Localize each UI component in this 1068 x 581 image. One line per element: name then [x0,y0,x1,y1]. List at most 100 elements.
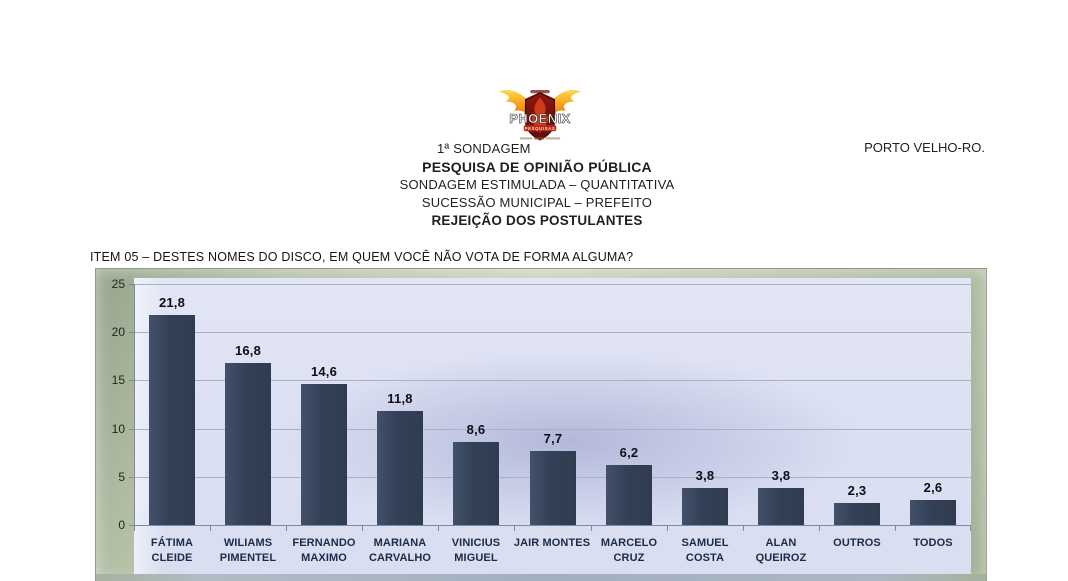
category-label: MARIANA CARVALHO [357,536,443,565]
bar [301,384,347,525]
category-label-line: MARCELO [600,537,658,549]
category-label-line: VINICIUS [451,537,501,549]
report-subtitle-topic: REJEIÇÃO DOS POSTULANTES [431,213,643,228]
x-axis-tick [210,526,211,531]
chart-frame-bottom-edge [96,574,986,581]
category-label-line: COSTA [685,551,725,564]
x-axis-tick [514,526,515,531]
y-axis-tick [129,525,134,526]
category-label: MARCELO CRUZ [586,536,672,565]
bar-value-label: 3,8 [695,468,715,483]
logo-title: PHOENIX [509,111,571,126]
category-label-line: MARIANA [373,537,427,549]
bar-value-label: 8,6 [466,422,486,437]
x-axis-line [134,525,971,526]
bar-value-label: 6,2 [619,445,639,460]
category-label: JAIR MONTES [509,536,595,551]
bar-value-label: 21,8 [158,295,186,310]
category-label: TODOS [890,536,976,551]
gridline [134,332,971,333]
bar-value-label: 2,6 [923,480,943,495]
category-label-line: MIGUEL [454,551,498,564]
phoenix-bird-icon [531,97,549,134]
category-label-line: SAMUEL [681,537,729,549]
chart-frame: 0 5 10 15 20 25 21,8 FÁTIMA CLEIDE 16,8 WILIAMS PI… [95,268,987,581]
bar [758,488,804,525]
logo-fine-print [519,137,561,140]
gridline [134,380,971,381]
phoenix-logo: PHOENIX PESQUISAS [494,83,586,143]
logo-top-ribbon [530,90,550,94]
category-label-line: FERNANDO [292,537,356,549]
report-subtitle-methodology: SONDAGEM ESTIMULADA – QUANTITATIVA [399,177,675,192]
y-axis-tick [129,380,134,381]
survey-question: ITEM 05 – DESTES NOMES DO DISCO, EM QUEM… [90,250,634,264]
category-label-line: CRUZ [613,551,645,564]
y-axis-labels: 0 5 10 15 20 25 [96,269,128,581]
bar [606,465,652,525]
category-label: OUTROS [814,536,900,551]
report-edition-label: 1ª SONDAGEM [437,141,531,156]
category-label-line: PIMENTEL [219,551,277,564]
x-axis-tick [819,526,820,531]
y-axis-tick [129,284,134,285]
category-label-line: TODOS [913,537,953,549]
y-axis-tick-label: 5 [118,470,125,484]
x-axis-tick [895,526,896,531]
x-axis-tick [667,526,668,531]
gridline [134,284,971,285]
x-axis-tick [591,526,592,531]
bar-value-label: 3,8 [771,468,791,483]
logo-subtitle: PESQUISAS [525,126,556,131]
bar [453,442,499,525]
category-label: VINICIUS MIGUEL [433,536,519,565]
category-label: ALAN QUEIROZ [738,536,824,565]
bar [834,503,880,525]
category-label-line: FÁTIMA [150,537,194,549]
y-axis-tick [129,429,134,430]
bar [377,411,423,525]
bar [530,451,576,525]
report-subtitle-scope: SUCESSÃO MUNICIPAL – PREFEITO [421,195,653,210]
category-label: SAMUEL COSTA [662,536,748,565]
phoenix-logo-graphic: PHOENIX PESQUISAS [498,89,582,141]
logo-sub-ribbon [523,125,557,132]
location-label: PORTO VELHO-RO. [864,140,985,155]
y-axis-tick-label: 15 [111,373,125,387]
bar-value-label: 7,7 [543,431,563,446]
x-axis-tick [134,526,135,531]
bar-value-label: 2,3 [847,483,867,498]
category-label: WILIAMS PIMENTEL [205,536,291,565]
bar-value-label: 16,8 [234,343,262,358]
y-axis-tick-label: 10 [111,422,125,436]
x-axis-tick [970,526,971,531]
y-axis-tick-label: 25 [111,277,125,291]
y-axis-tick-label: 20 [111,325,125,339]
x-axis-tick [362,526,363,531]
bar [682,488,728,525]
bar-value-label: 11,8 [387,391,413,406]
category-label-line: ALAN [765,537,797,549]
y-axis-line [134,284,135,525]
category-label: FÁTIMA CLEIDE [129,536,215,565]
category-label: FERNANDO MAXIMO [281,536,367,565]
category-label-line: WILIAMS [223,537,273,549]
x-axis-tick [286,526,287,531]
x-axis-tick [743,526,744,531]
bar [225,363,271,525]
plot-area: 21,8 FÁTIMA CLEIDE 16,8 WILIAMS PIMENTEL 14,6 F… [129,278,971,574]
gridline [134,429,971,430]
report-header: PESQUISA DE OPINIÃO PÚBLICA SONDAGEM EST… [237,158,837,230]
y-axis-tick [129,477,134,478]
category-label-line: CLEIDE [151,551,193,564]
x-axis-tick [438,526,439,531]
category-label-line: CARVALHO [368,551,432,564]
bar [149,315,195,525]
y-axis-tick-label: 0 [118,518,125,532]
bar [910,500,956,525]
y-axis-tick [129,332,134,333]
category-label-line: OUTROS [833,537,881,549]
category-label-line: MAXIMO [301,551,347,564]
category-label-line: JAIR MONTES [513,537,591,549]
